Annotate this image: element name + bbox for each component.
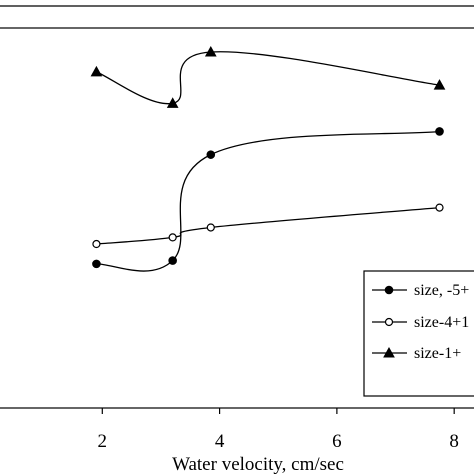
series-3-point-3 xyxy=(204,46,217,57)
legend-items: size, -5+ size-4+1 size-1+ xyxy=(372,282,469,362)
series-1-point-4 xyxy=(435,127,444,136)
series-2-point-4 xyxy=(435,203,444,212)
x-tick-label-4: 8 xyxy=(449,431,459,452)
legend-label-1: size, -5+ xyxy=(414,282,469,299)
legend-box xyxy=(363,270,474,397)
legend-label-3: size-1+ xyxy=(414,345,461,362)
series-line-2 xyxy=(96,206,440,245)
series-2-point-2 xyxy=(168,233,177,242)
x-tick-label-1: 2 xyxy=(98,431,108,452)
series-layer xyxy=(90,46,446,272)
series-1-point-2 xyxy=(168,256,177,265)
series-3-point-4 xyxy=(433,79,446,90)
series-2-point-1 xyxy=(92,239,101,249)
legend: size, -5+ size-4+1 size-1+ xyxy=(363,270,474,397)
series-2-point-3 xyxy=(206,223,215,232)
plot-area xyxy=(0,27,474,409)
x-axis-ticks: 2 4 6 8 xyxy=(98,408,459,452)
x-tick-label-2: 4 xyxy=(215,431,225,452)
series-1-point-3 xyxy=(206,150,216,159)
legend-marker-2 xyxy=(384,317,394,327)
series-line-3 xyxy=(96,51,440,105)
series-3-point-1 xyxy=(90,65,103,77)
legend-marker-3 xyxy=(383,346,395,358)
x-tick-label-3: 6 xyxy=(332,431,342,452)
series-3-point-2 xyxy=(166,97,179,108)
legend-marker-1 xyxy=(384,285,394,295)
x-axis-title: Water velocity, cm/sec xyxy=(172,454,344,474)
series-1-point-1 xyxy=(92,259,101,269)
series-line-1 xyxy=(96,130,440,272)
legend-label-2: size-4+1 xyxy=(414,314,469,331)
